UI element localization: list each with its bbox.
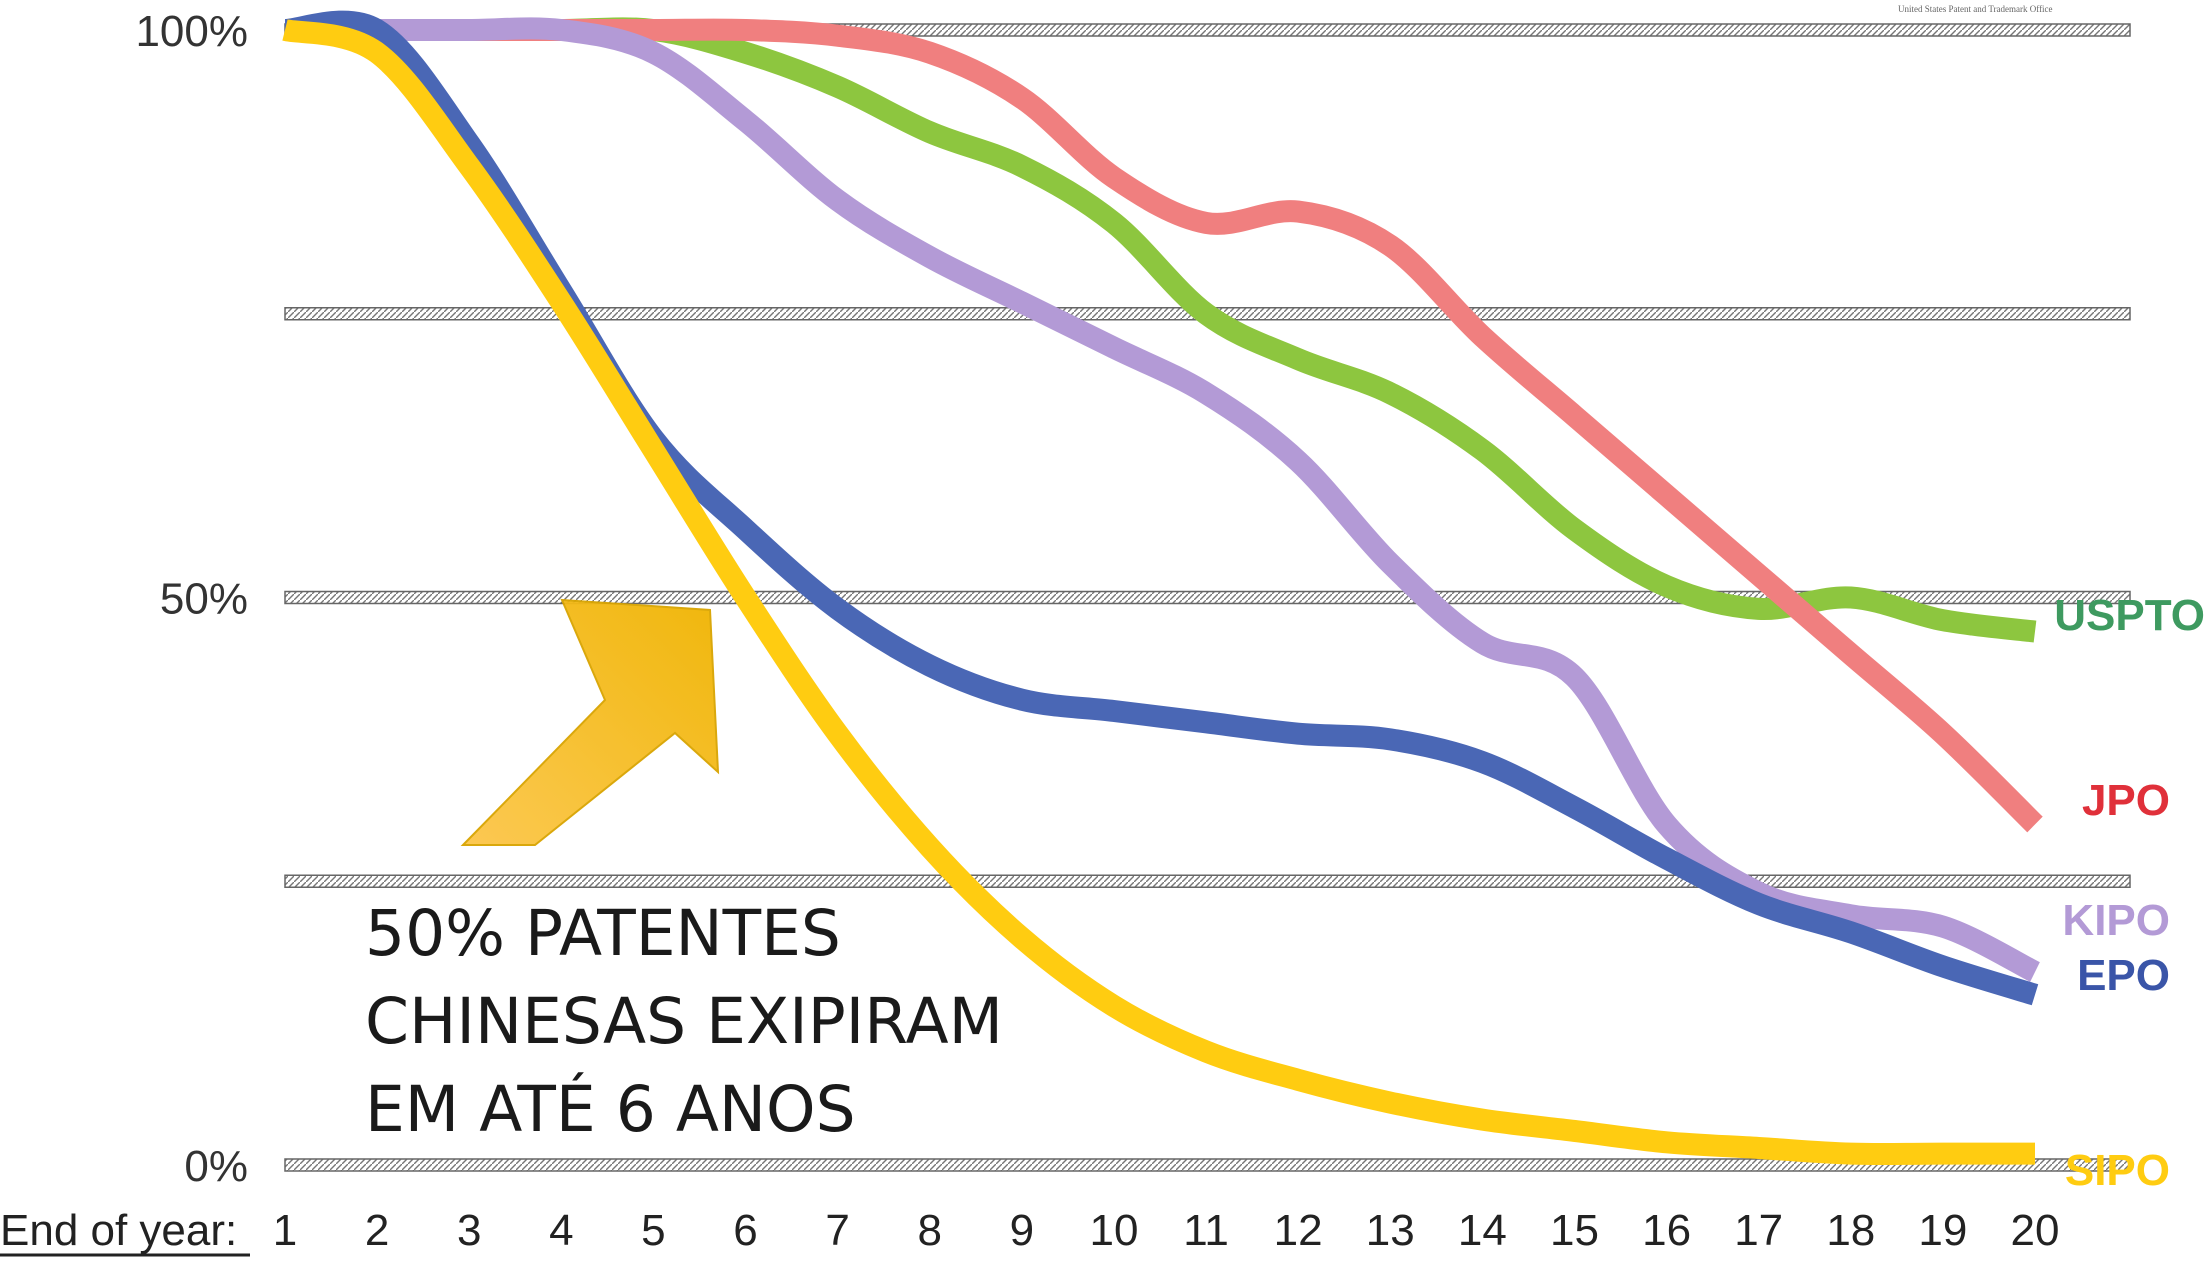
annotation-line-1: 50% PATENTES — [365, 897, 841, 970]
x-axis-label: End of year: — [0, 1206, 237, 1255]
series-label-sipo: SIPO — [2065, 1146, 2170, 1195]
series-label-uspto: USPTO — [2054, 591, 2205, 640]
x-tick-label: 3 — [457, 1206, 481, 1255]
svg-text:United States Patent and Trade: United States Patent and Trademark Offic… — [1898, 4, 2053, 14]
uspto-logo: United States Patent and Trademark Offic… — [1898, 4, 2053, 14]
gridlines — [284, 23, 2131, 1172]
x-tick-label: 16 — [1642, 1206, 1691, 1255]
x-tick-label: 4 — [549, 1206, 573, 1255]
x-tick-label: 7 — [825, 1206, 849, 1255]
series-label-epo: EPO — [2077, 951, 2170, 1000]
y-tick-label: 100% — [135, 7, 248, 56]
x-tick-label: 5 — [641, 1206, 665, 1255]
annotation-text: 50% PATENTES CHINESAS EXIPIRAM EM ATÉ 6 … — [365, 890, 1065, 1154]
annotation-line-2: CHINESAS EXIPIRAM — [365, 985, 1003, 1058]
x-tick-label: 6 — [733, 1206, 757, 1255]
series-line-epo — [284, 10, 2039, 1006]
x-axis-ticks: 1 2 3 4 5 6 7 8 9 10 11 12 13 14 15 16 17 18 19 20 — [273, 1206, 2060, 1255]
series-label-kipo: KIPO — [2062, 896, 2170, 945]
gridline — [284, 1158, 2131, 1172]
x-tick-label: 20 — [2011, 1206, 2060, 1255]
x-tick-label: 18 — [1826, 1206, 1875, 1255]
series-label-jpo: JPO — [2082, 776, 2170, 825]
x-tick-label: 12 — [1274, 1206, 1323, 1255]
series-line-uspto — [285, 17, 2037, 643]
series-lines — [282, 10, 2043, 1166]
series-line-kipo — [285, 17, 2041, 982]
y-axis-ticks: 100% 50% 0% — [135, 7, 248, 1191]
annotation-arrow — [460, 598, 720, 846]
gridline — [284, 874, 2131, 888]
x-tick-label: 10 — [1089, 1206, 1138, 1255]
series-line-jpo — [285, 18, 2043, 833]
series-line-sipo — [282, 19, 2035, 1166]
x-tick-label: 17 — [1734, 1206, 1783, 1255]
x-tick-label: 11 — [1183, 1206, 1229, 1255]
x-tick-label: 1 — [273, 1206, 297, 1255]
x-tick-label: 2 — [365, 1206, 389, 1255]
series-labels: USPTO JPO KIPO EPO SIPO — [2054, 591, 2205, 1195]
x-tick-label: 13 — [1366, 1206, 1415, 1255]
annotation-line-3: EM ATÉ 6 ANOS — [365, 1073, 856, 1146]
x-tick-label: 15 — [1550, 1206, 1599, 1255]
y-tick-label: 50% — [160, 575, 248, 624]
x-tick-label: 19 — [1918, 1206, 1967, 1255]
x-tick-label: 14 — [1458, 1206, 1507, 1255]
y-tick-label: 0% — [184, 1142, 248, 1191]
x-tick-label: 8 — [917, 1206, 941, 1255]
x-tick-label: 9 — [1010, 1206, 1034, 1255]
